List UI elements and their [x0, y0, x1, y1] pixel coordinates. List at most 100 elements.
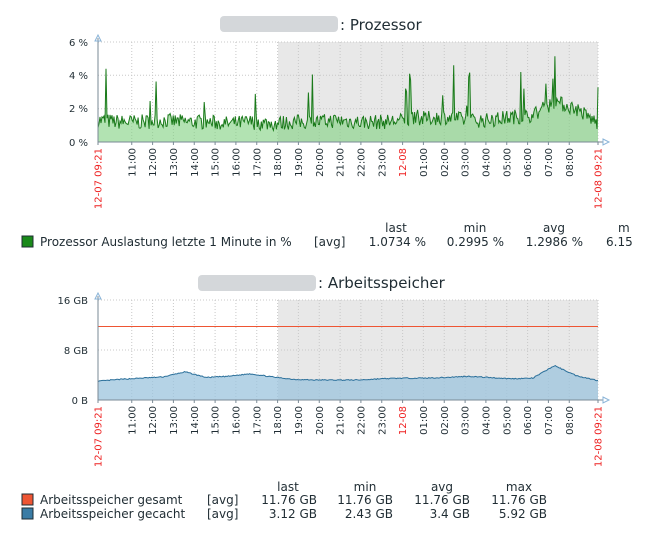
x-tick-label: 13:00 — [169, 406, 180, 435]
cpu-series-line — [97, 56, 599, 133]
x-tick-label: 02:00 — [440, 406, 451, 435]
cpu-legend-min: 0.2995 % — [447, 235, 504, 249]
mem-total-legend-min: 11.76 GB — [337, 493, 393, 507]
mem-used-line — [97, 365, 599, 383]
x-tick-label: 12-08 — [398, 148, 409, 177]
mem-y-axis-arrow-icon — [94, 291, 102, 300]
x-tick-label: 23:00 — [377, 406, 388, 435]
cpu-y-axis-arrow-icon — [94, 33, 102, 42]
x-tick-label: 22:00 — [356, 406, 367, 435]
x-tick-label: 03:00 — [461, 148, 472, 177]
mem-y-tick-8: 8 GB — [64, 346, 88, 357]
mem-used-legend-avg: 3.4 GB — [430, 507, 470, 521]
x-tick-label: 03:00 — [461, 406, 472, 435]
x-tick-label: 21:00 — [336, 406, 347, 435]
mem-legend-header-min: min — [354, 480, 377, 494]
mem-graph-title: : Arbeitsspeicher — [318, 274, 446, 292]
hostname-redacted-mem — [198, 275, 316, 291]
x-tick-label: 06:00 — [523, 406, 534, 435]
mem-total-legend-name: Arbeitsspeicher gesamt — [40, 493, 183, 507]
x-tick-label: 11:00 — [127, 406, 138, 435]
x-tick-label: 08:00 — [565, 148, 576, 177]
cpu-legend-header-avg: avg — [543, 221, 565, 235]
x-tick-label: 14:00 — [190, 406, 201, 435]
mem-used-area — [98, 365, 598, 400]
cpu-plot-area — [94, 33, 611, 146]
x-tick-label: 07:00 — [544, 148, 555, 177]
cpu-legend-header-min: min — [464, 221, 487, 235]
x-tick-label: 12-08 09:21 — [594, 148, 605, 209]
x-tick-label: 16:00 — [231, 148, 242, 177]
cpu-legend-last: 1.0734 % — [369, 235, 426, 249]
x-tick-label: 12-07 09:21 — [94, 148, 105, 209]
cpu-legend-header-last: last — [385, 221, 407, 235]
x-tick-label: 15:00 — [211, 148, 222, 177]
x-tick-label: 12-08 09:21 — [594, 406, 605, 467]
mem-total-legend-func: [avg] — [207, 493, 238, 507]
mem-used-legend-last: 3.12 GB — [269, 507, 317, 521]
cpu-legend-header-max: m — [618, 221, 630, 235]
x-tick-label: 19:00 — [294, 148, 305, 177]
x-tick-label: 21:00 — [336, 148, 347, 177]
x-tick-label: 18:00 — [273, 148, 284, 177]
mem-legend-header-avg: avg — [431, 480, 453, 494]
mem-used-legend-swatch — [21, 507, 34, 520]
mem-legend-header-max: max — [506, 480, 532, 494]
x-tick-label: 01:00 — [419, 148, 430, 177]
x-tick-label: 23:00 — [377, 148, 388, 177]
cpu-y-tick-6: 6 % — [69, 38, 88, 49]
x-tick-label: 20:00 — [315, 148, 326, 177]
cpu-legend-name: Prozessor Auslastung letzte 1 Minute in … — [40, 235, 292, 249]
mem-used-legend-max: 5.92 GB — [499, 507, 547, 521]
cpu-x-axis-arrow-icon — [602, 138, 611, 146]
cpu-y-tick-2: 2 % — [69, 104, 88, 115]
x-tick-label: 22:00 — [356, 148, 367, 177]
cpu-y-tick-0: 0 % — [69, 138, 88, 149]
mem-graph: : Arbeitsspeicher 16 GB 8 GB 0 B 12-07 0… — [21, 274, 611, 521]
x-tick-label: 13:00 — [169, 148, 180, 177]
mem-total-legend-avg: 11.76 GB — [414, 493, 470, 507]
cpu-graph-title: : Prozessor — [340, 16, 423, 34]
x-tick-label: 05:00 — [502, 406, 513, 435]
cpu-legend-max: 6.15 — [606, 235, 633, 249]
cpu-y-tick-4: 4 % — [69, 71, 88, 82]
x-tick-label: 14:00 — [190, 148, 201, 177]
x-tick-label: 05:00 — [502, 148, 513, 177]
mem-plot-area — [94, 291, 611, 404]
x-tick-label: 02:00 — [440, 148, 451, 177]
x-tick-label: 06:00 — [523, 148, 534, 177]
mem-total-legend-swatch — [21, 493, 34, 506]
x-tick-label: 15:00 — [211, 406, 222, 435]
x-tick-label: 04:00 — [481, 148, 492, 177]
mem-y-tick-0: 0 B — [72, 396, 89, 407]
x-tick-label: 08:00 — [565, 406, 576, 435]
x-tick-label: 01:00 — [419, 406, 430, 435]
cpu-legend: last min avg m Prozessor Auslastung letz… — [21, 221, 633, 249]
mem-grid — [98, 299, 599, 400]
cpu-series-area — [98, 56, 598, 142]
x-tick-label: 19:00 — [294, 406, 305, 435]
x-tick-label: 12:00 — [148, 406, 159, 435]
x-tick-label: 12-07 09:21 — [94, 406, 105, 467]
cpu-legend-swatch — [21, 235, 34, 248]
cpu-grid — [98, 41, 599, 142]
hostname-redacted-cpu — [220, 16, 338, 32]
mem-total-legend-max: 11.76 GB — [491, 493, 547, 507]
x-tick-label: 18:00 — [273, 406, 284, 435]
x-tick-label: 12-08 — [398, 406, 409, 435]
mem-used-legend-min: 2.43 GB — [345, 507, 393, 521]
mem-x-ticks: 12-07 09:21 11:00 12:00 13:00 14:00 15:00 16:0… — [94, 400, 605, 467]
mem-used-legend-func: [avg] — [207, 507, 238, 521]
x-tick-label: 12:00 — [148, 148, 159, 177]
x-tick-label: 11:00 — [127, 148, 138, 177]
cpu-legend-avg: 1.2986 % — [526, 235, 583, 249]
mem-used-legend-name: Arbeitsspeicher gecacht — [40, 507, 186, 521]
x-tick-label: 07:00 — [544, 406, 555, 435]
cpu-x-ticks: 12-07 09:21 11:00 12:00 13:00 14:00 15:00 16:0… — [94, 142, 605, 209]
mem-legend: last min avg max Arbeitsspeicher gesamt … — [21, 480, 547, 521]
x-tick-label: 17:00 — [252, 406, 263, 435]
x-tick-label: 20:00 — [315, 406, 326, 435]
x-tick-label: 04:00 — [481, 406, 492, 435]
cpu-legend-func: [avg] — [314, 235, 345, 249]
